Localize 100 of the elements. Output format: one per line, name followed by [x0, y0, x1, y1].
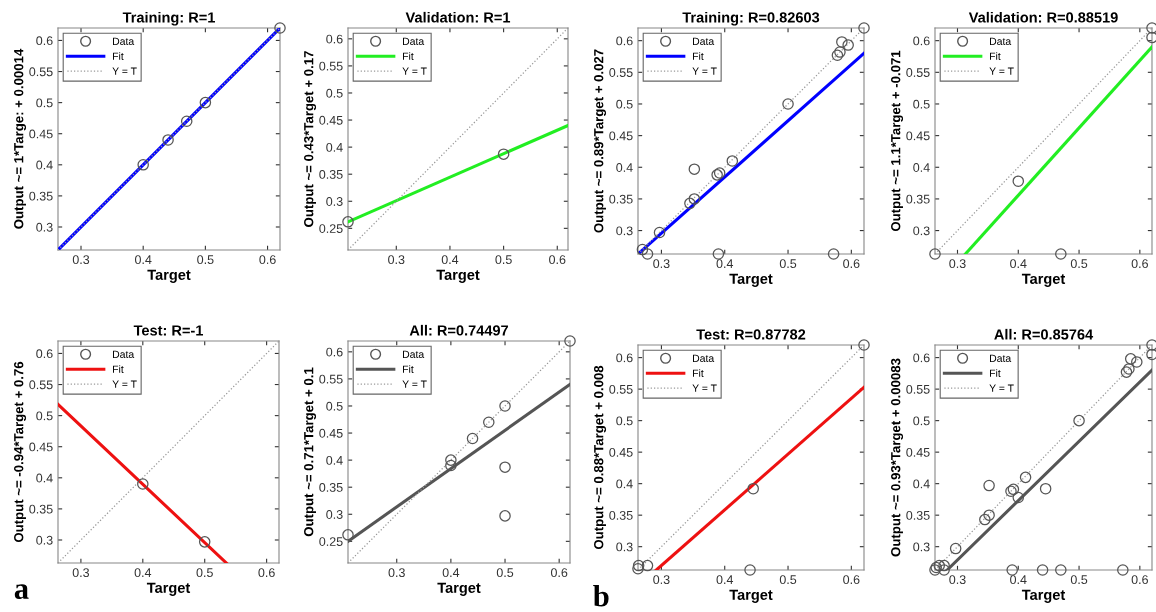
x-tick-label: 0.5 [1070, 259, 1088, 269]
x-tick-label: 0.6 [550, 568, 568, 578]
legend-label: Data [990, 354, 1012, 363]
x-tick-label: 0.3 [72, 255, 90, 265]
y-tick-label: 0.6 [616, 353, 633, 363]
x-axis-title: Target [437, 582, 481, 596]
legend-label: Fit [403, 365, 414, 373]
y-tick-label: 0.45 [319, 428, 343, 438]
y-tick-label: 0.5 [36, 411, 53, 421]
x-tick-label: 0.4 [1010, 575, 1027, 585]
x-tick-label: 0.5 [496, 568, 514, 578]
legend-label: Data [113, 350, 135, 359]
x-tick-label: 0.3 [388, 255, 405, 265]
y-tick-label: 0.5 [913, 416, 930, 426]
x-tick-label: 0.6 [1131, 575, 1148, 585]
x-tick-label: 0.3 [949, 259, 966, 269]
legend-label: Data [403, 37, 425, 46]
y-tick-label: 0.35 [609, 510, 633, 520]
y-tick-label: 0.55 [609, 68, 633, 77]
y-tick-label: 0.4 [326, 142, 343, 152]
legend-label: Fit [990, 369, 1001, 377]
chart-title: Validation: R=1 [405, 11, 511, 23]
y-tick-label: 0.5 [326, 88, 343, 98]
legend-label: Y = T [692, 384, 717, 392]
x-tick-label: 0.5 [779, 259, 797, 269]
y-tick-label: 0.25 [319, 537, 343, 546]
chart-title: All: R=0.74497 [409, 324, 509, 336]
y-tick-label: 0.25 [319, 224, 343, 233]
legend-label: Y = T [112, 67, 137, 75]
x-tick-label: 0.4 [716, 575, 734, 585]
y-tick-label: 0.45 [29, 442, 53, 452]
text: a [14, 584, 29, 599]
y-tick-label: 0.4 [616, 163, 633, 172]
x-axis-title: Target [1021, 273, 1066, 287]
y-tick-label: 0.3 [326, 197, 343, 206]
x-tick-label: 0.3 [949, 575, 966, 585]
y-tick-label: 0.45 [609, 131, 633, 141]
x-tick-label: 0.4 [134, 568, 152, 578]
legend-label: Data [693, 354, 715, 363]
legend-label: Fit [113, 365, 124, 373]
chart-title: Test: R=0.87782 [696, 329, 806, 340]
x-tick-label: 0.4 [442, 568, 460, 578]
y-tick-label: 0.35 [319, 483, 343, 492]
chart-title: Training: R=0.82603 [682, 11, 820, 26]
y-tick-label: 0.35 [609, 194, 633, 204]
y-tick-label: 0.5 [36, 98, 53, 108]
legend-label: Fit [403, 52, 414, 60]
legend-label: Fit [113, 52, 124, 60]
legend-label: Y = T [989, 384, 1014, 392]
y-tick-label: 0.3 [36, 222, 53, 232]
y-tick-label: 0.3 [36, 535, 53, 545]
y-tick-label: 0.4 [36, 473, 53, 483]
x-tick-label: 0.6 [843, 259, 860, 269]
y-axis-title: Output ~= 0.88*Target + 0.008 [594, 365, 607, 550]
x-tick-label: 0.5 [779, 575, 797, 585]
y-tick-label: 0.45 [29, 129, 53, 139]
y-axis-title: Output ~= 1.1*Target + -0.071 [891, 50, 904, 232]
x-tick-label: 0.5 [495, 255, 512, 265]
text: b [593, 585, 609, 607]
y-tick-label: 0.4 [913, 163, 930, 172]
y-tick-label: 0.55 [29, 380, 53, 390]
x-tick-label: 0.3 [72, 568, 90, 578]
y-tick-label: 0.55 [29, 67, 53, 77]
x-axis-title: Target [1021, 589, 1066, 603]
chart-title: Training: R=1 [122, 11, 215, 26]
x-axis-title: Target [729, 589, 773, 603]
x-tick-label: 0.3 [653, 575, 670, 585]
x-axis-title: Target [436, 269, 480, 283]
y-tick-label: 0.35 [906, 510, 930, 520]
x-tick-label: 0.4 [134, 255, 152, 265]
x-tick-label: 0.6 [843, 575, 860, 585]
y-tick-label: 0.6 [616, 36, 633, 46]
y-tick-label: 0.45 [319, 115, 343, 125]
y-tick-label: 0.5 [616, 416, 633, 426]
x-tick-label: 0.6 [259, 255, 276, 265]
y-axis-title: Output ~= 0.93*Target + 0.00083 [891, 358, 904, 557]
y-tick-label: 0.55 [906, 68, 930, 77]
x-tick-label: 0.4 [1010, 259, 1027, 269]
y-tick-label: 0.6 [913, 36, 930, 46]
y-tick-label: 0.5 [913, 99, 930, 109]
legend-label: Y = T [402, 380, 427, 388]
legend-label: Fit [990, 52, 1001, 60]
chart-title: Test: R=-1 [133, 325, 204, 336]
x-tick-label: 0.3 [388, 568, 405, 578]
x-axis-title: Target [147, 269, 191, 283]
legend-label: Fit [693, 52, 704, 60]
y-axis-title: Output ~= 0.89*Target + 0.027 [594, 49, 607, 233]
x-tick-label: 0.3 [653, 259, 670, 269]
x-tick-label: 0.6 [1131, 259, 1148, 269]
legend-label: Data [113, 37, 135, 46]
y-tick-label: 0.4 [913, 479, 930, 489]
y-tick-label: 0.6 [36, 36, 53, 46]
y-tick-label: 0.35 [319, 170, 343, 179]
y-tick-label: 0.35 [29, 504, 53, 514]
x-tick-label: 0.5 [196, 568, 213, 578]
y-tick-label: 0.3 [616, 226, 633, 236]
legend-label: Y = T [989, 67, 1014, 75]
x-tick-label: 0.6 [549, 255, 566, 265]
y-tick-label: 0.6 [36, 349, 53, 359]
y-tick-label: 0.55 [319, 61, 343, 71]
